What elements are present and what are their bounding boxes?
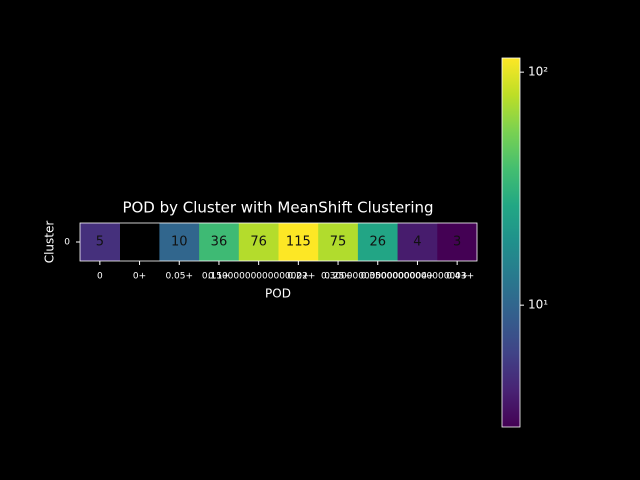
heatmap-cell (80, 223, 120, 261)
heatmap-cell (357, 223, 398, 261)
cell-label: 26 (369, 235, 386, 250)
x-tick-label: 0.4+ (446, 272, 468, 282)
cell-label: 3 (453, 235, 461, 250)
colorbar-tick-label: 10¹ (528, 298, 548, 312)
x-tick-label: 0.2+ (287, 272, 309, 282)
heatmap-cell (199, 223, 240, 261)
heatmap-cell (159, 223, 200, 261)
cell-label: 5 (96, 235, 104, 250)
x-tick-label: 0 (97, 272, 103, 282)
y-axis-label: Cluster (43, 221, 57, 264)
chart-title: POD by Cluster with MeanShift Clustering (122, 199, 433, 217)
heatmap-cell (278, 223, 319, 261)
cell-label: 10 (171, 235, 188, 250)
cell-label: 36 (211, 235, 228, 250)
x-tick-label: 0.30000000000000004+ (321, 272, 434, 282)
cell-label: 75 (330, 235, 347, 250)
x-tick-label: 0.05+ (165, 272, 193, 282)
heatmap-cell (437, 223, 478, 261)
colorbar-tick-label: 10² (528, 65, 548, 79)
cell-label: 115 (286, 235, 311, 250)
heatmap-cell (318, 223, 359, 261)
colorbar (501, 57, 521, 428)
heatmap-frame (79, 222, 478, 262)
y-tick-label: 0 (64, 238, 70, 248)
x-tick-label: 0.35000000000000003+ (361, 272, 474, 282)
x-tick-label: 0.15000000000000002+ (202, 272, 315, 282)
x-tick-label: 0.1+ (208, 272, 230, 282)
heatmap-cell (238, 223, 279, 261)
cell-label: 76 (250, 235, 267, 250)
x-axis-label: POD (265, 287, 291, 301)
x-tick-label: 0+ (133, 272, 146, 282)
cell-label: 4 (413, 235, 421, 250)
heatmap-cell (397, 223, 438, 261)
x-tick-label: 0.25+ (324, 272, 352, 282)
